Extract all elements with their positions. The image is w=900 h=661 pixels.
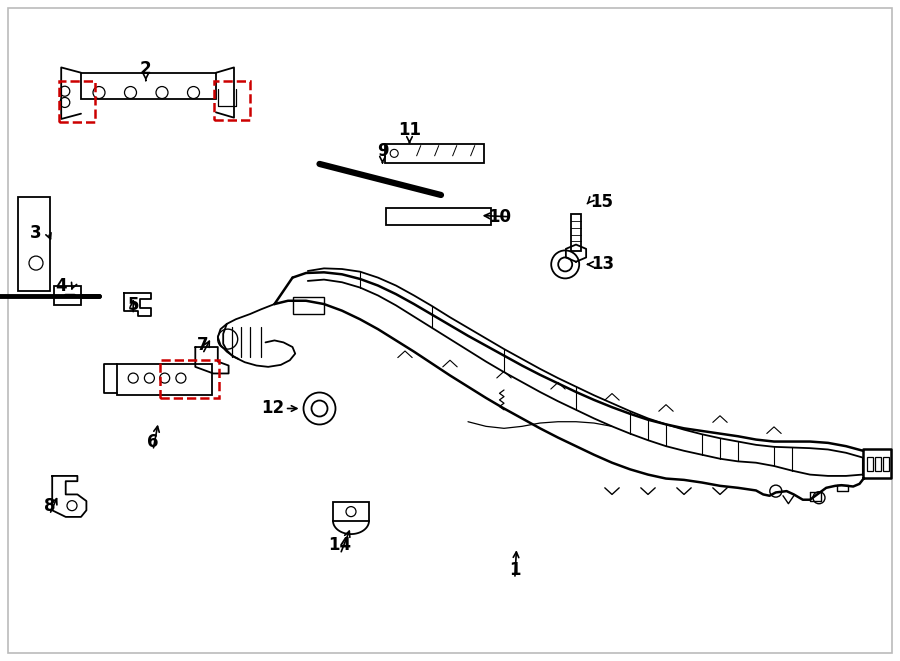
Bar (160, 360, 219, 398)
Text: 9: 9 (377, 141, 388, 160)
Bar (385, 144, 484, 163)
Bar (18, 197, 50, 291)
Bar (81, 73, 216, 99)
Bar (883, 457, 889, 471)
Text: 15: 15 (590, 192, 613, 211)
Text: 5: 5 (128, 296, 139, 315)
Bar (875, 457, 881, 471)
Text: 12: 12 (261, 399, 284, 418)
Bar (117, 364, 212, 395)
Bar (333, 502, 369, 521)
Text: 8: 8 (44, 496, 55, 515)
Bar (292, 297, 324, 314)
Text: 3: 3 (31, 223, 41, 242)
Text: 13: 13 (591, 255, 615, 274)
Text: 14: 14 (328, 536, 352, 555)
Bar (214, 81, 250, 120)
Bar (386, 208, 490, 225)
Bar (59, 81, 95, 122)
Text: 6: 6 (148, 432, 158, 451)
Bar (571, 214, 581, 251)
Bar (867, 457, 873, 471)
Text: 7: 7 (197, 336, 208, 354)
Text: 11: 11 (398, 120, 421, 139)
Bar (54, 286, 81, 305)
Text: 1: 1 (509, 561, 520, 579)
Text: 2: 2 (140, 59, 151, 78)
Text: 4: 4 (56, 276, 67, 295)
Text: 10: 10 (488, 208, 511, 226)
